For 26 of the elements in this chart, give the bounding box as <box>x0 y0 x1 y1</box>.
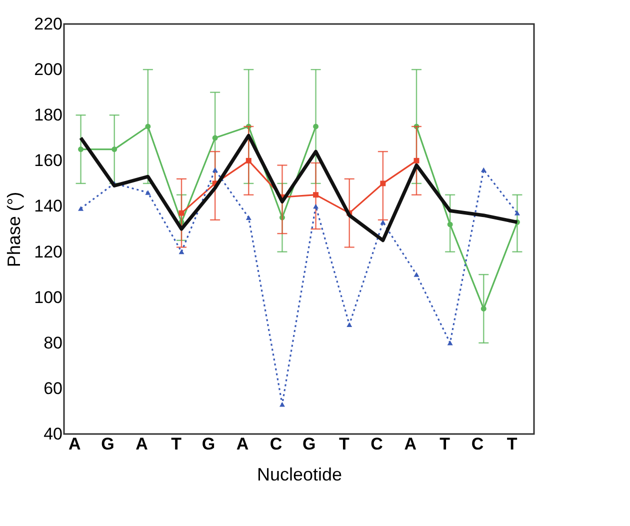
y-tick-label: 200 <box>34 60 62 80</box>
x-tick-label: T <box>338 434 350 454</box>
x-tick-label: G <box>101 434 114 454</box>
x-tick-label: T <box>506 434 518 454</box>
x-tick-label: A <box>404 434 416 454</box>
y-tick-label: 220 <box>34 14 62 34</box>
x-tick-label: A <box>136 434 148 454</box>
y-axis-title: Phase (°) <box>4 192 24 268</box>
x-tick-label: C <box>370 434 383 454</box>
y-tick-label: 120 <box>34 242 62 262</box>
x-axis-title: Nucleotide <box>256 464 342 484</box>
x-tick-label: G <box>202 434 216 454</box>
y-tick-label: 160 <box>34 151 62 170</box>
y-tick-label: 80 <box>44 333 62 352</box>
y-tick-label: 40 <box>44 424 62 444</box>
y-tick-label: 60 <box>44 378 62 398</box>
y-tick-label: 180 <box>34 106 62 125</box>
x-tick-label: C <box>471 434 484 454</box>
x-tick-label: A <box>68 434 81 454</box>
x-tick-label: A <box>236 434 249 454</box>
y-tick-label: 140 <box>34 196 62 216</box>
x-tick-label: C <box>270 434 282 454</box>
x-tick-label: G <box>302 434 316 454</box>
y-tick-label: 100 <box>34 288 62 307</box>
x-tick-label: T <box>440 434 451 454</box>
x-tick-label: T <box>171 434 182 454</box>
